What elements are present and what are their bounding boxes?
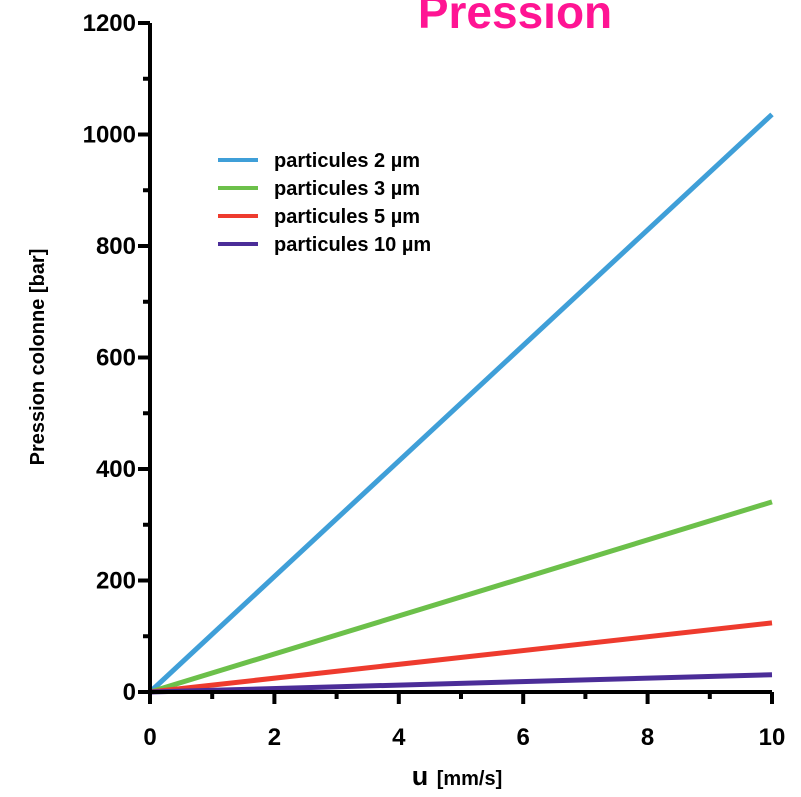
y-axis-label: Pression colonne [bar] — [27, 249, 49, 466]
series-line-2 — [149, 499, 773, 695]
x-tick-label-2: 2 — [268, 724, 281, 751]
chart-title: Pression — [418, 0, 612, 38]
y-tick-label-1000: 1000 — [83, 122, 136, 149]
x-tick-label-0: 0 — [143, 724, 156, 751]
series-line-1 — [148, 112, 774, 694]
x-tick-label-8: 8 — [641, 724, 654, 751]
series-line-4 — [149, 672, 773, 695]
x-axis-label: u [mm/s] — [412, 761, 503, 791]
y-axis-ticks: 0 200 400 600 800 1000 1200 — [83, 10, 150, 706]
legend-label-1: particules 2 µm — [274, 150, 420, 172]
y-tick-label-200: 200 — [96, 568, 136, 595]
legend: particules 2 µm particules 3 µm particules… — [218, 150, 431, 256]
x-axis-ticks: 0 2 4 6 8 10 — [143, 692, 785, 751]
x-axis-unit: [mm/s] — [437, 768, 503, 790]
y-tick-label-1200: 1200 — [83, 10, 136, 37]
y-tick-label-0: 0 — [123, 679, 136, 706]
legend-label-3: particules 5 µm — [274, 206, 420, 228]
plot-lines — [148, 112, 774, 695]
series-line-3 — [149, 620, 773, 695]
x-tick-label-4: 4 — [392, 724, 406, 751]
y-tick-label-600: 600 — [96, 345, 136, 372]
legend-label-2: particules 3 µm — [274, 178, 420, 200]
x-tick-label-10: 10 — [759, 724, 786, 751]
y-tick-label-400: 400 — [96, 456, 136, 483]
x-tick-label-6: 6 — [517, 724, 530, 751]
legend-label-4: particules 10 µm — [274, 234, 431, 256]
y-tick-label-800: 800 — [96, 233, 136, 260]
x-axis-symbol: u — [412, 761, 429, 791]
